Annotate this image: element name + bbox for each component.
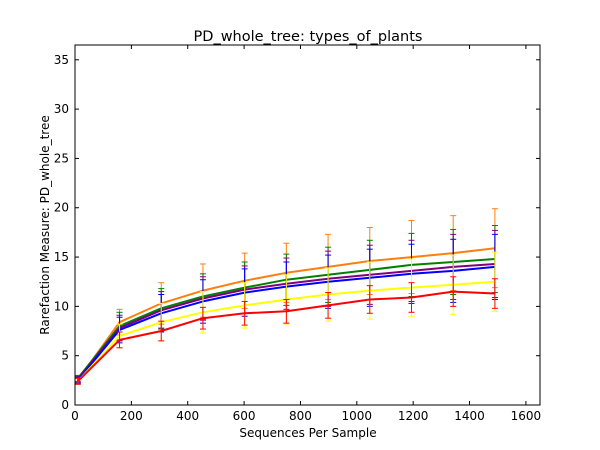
y-axis: 0 5 10 15 20 25 30 35 xyxy=(54,53,540,412)
x-tick-label: 800 xyxy=(289,409,312,423)
plot-frame xyxy=(74,44,541,406)
series-line xyxy=(77,290,495,383)
y-tick-label: 5 xyxy=(61,349,69,363)
y-tick-label: 10 xyxy=(54,299,69,313)
x-tick-label: 400 xyxy=(176,409,199,423)
plot-area xyxy=(74,208,498,385)
x-axis: 0 200 400 600 800 1000 1200 1400 1600 xyxy=(71,45,541,423)
x-axis-label: Sequences Per Sample xyxy=(239,426,376,440)
x-tick-label: 1600 xyxy=(511,409,542,423)
x-tick-label: 200 xyxy=(120,409,143,423)
series-5 xyxy=(74,276,498,385)
y-tick-label: 25 xyxy=(54,151,69,165)
x-tick-label: 600 xyxy=(233,409,256,423)
y-tick-label: 30 xyxy=(54,102,69,116)
x-tick-label: 1200 xyxy=(398,409,429,423)
y-tick-label: 15 xyxy=(54,250,69,264)
chart-title: PD_whole_tree: types_of_plants xyxy=(194,29,423,45)
y-axis-label: Rarefaction Measure: PD_whole_tree xyxy=(38,115,52,334)
x-tick-label: 0 xyxy=(71,409,79,423)
x-tick-label: 1000 xyxy=(342,409,373,423)
x-tick-label: 1400 xyxy=(454,409,485,423)
y-tick-label: 20 xyxy=(54,201,69,215)
y-tick-label: 0 xyxy=(61,398,69,412)
y-tick-label: 35 xyxy=(54,53,69,67)
